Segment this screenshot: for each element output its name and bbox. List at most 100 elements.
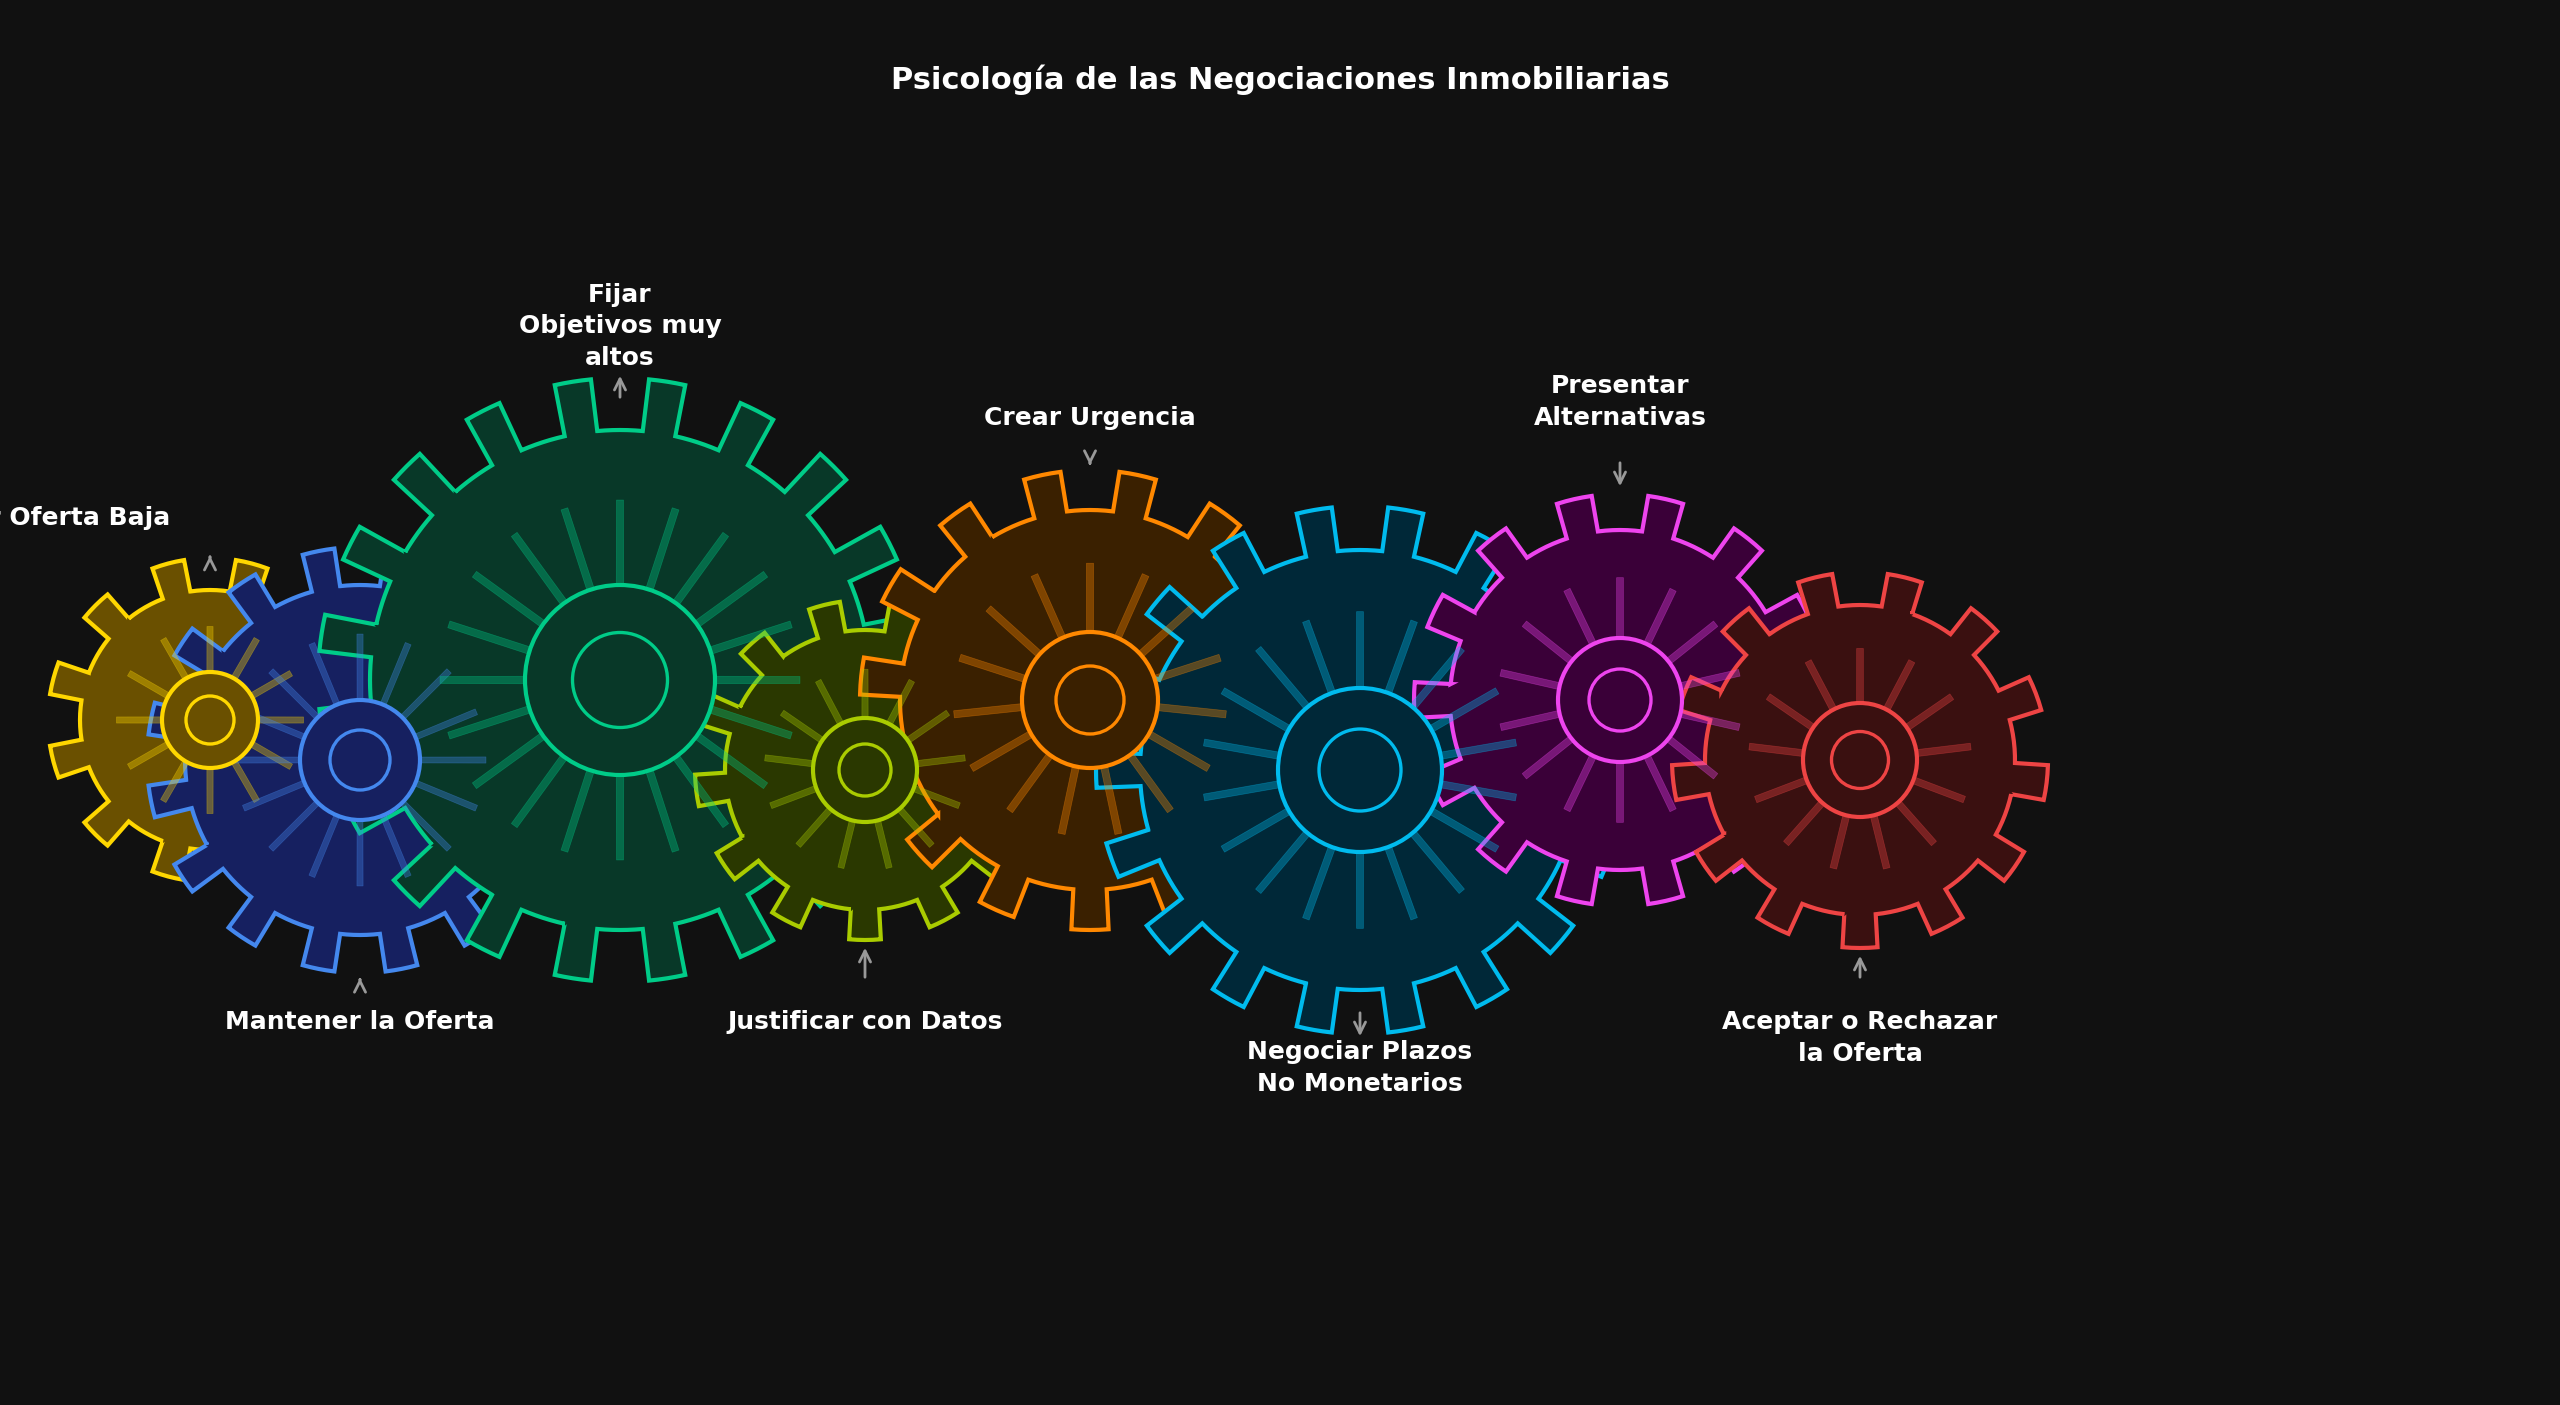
Polygon shape [1667, 736, 1718, 778]
Circle shape [525, 584, 714, 776]
Polygon shape [863, 669, 868, 718]
Polygon shape [251, 742, 292, 770]
Circle shape [1277, 688, 1441, 851]
Polygon shape [1500, 711, 1562, 731]
Polygon shape [1057, 766, 1080, 835]
Polygon shape [474, 572, 545, 627]
Polygon shape [1905, 694, 1953, 731]
Polygon shape [207, 627, 212, 672]
Circle shape [1590, 669, 1651, 731]
Polygon shape [1157, 704, 1226, 718]
Circle shape [1559, 638, 1682, 762]
Polygon shape [1871, 815, 1889, 870]
Polygon shape [1754, 777, 1807, 802]
Polygon shape [115, 717, 161, 724]
Polygon shape [161, 638, 189, 680]
Polygon shape [886, 680, 914, 725]
Polygon shape [916, 754, 965, 767]
Text: Negociar Plazos
No Monetarios: Negociar Plazos No Monetarios [1247, 1040, 1472, 1096]
Polygon shape [1615, 577, 1623, 638]
Polygon shape [310, 815, 340, 878]
Circle shape [573, 632, 668, 728]
Circle shape [1830, 732, 1889, 788]
Polygon shape [1428, 688, 1498, 732]
Polygon shape [1032, 573, 1065, 639]
Polygon shape [51, 561, 369, 880]
Polygon shape [911, 785, 960, 808]
Polygon shape [420, 757, 486, 763]
Polygon shape [233, 757, 300, 763]
Text: Mantener la Oferta: Mantener la Oferta [225, 1010, 494, 1034]
Polygon shape [440, 676, 525, 684]
Polygon shape [251, 670, 292, 698]
Polygon shape [1441, 781, 1516, 801]
Polygon shape [243, 780, 305, 811]
Polygon shape [230, 760, 259, 802]
Polygon shape [796, 806, 832, 847]
Polygon shape [1644, 589, 1677, 646]
Polygon shape [860, 472, 1321, 930]
Polygon shape [771, 785, 817, 808]
Polygon shape [128, 742, 169, 770]
Polygon shape [1915, 743, 1971, 756]
Polygon shape [694, 733, 768, 788]
Polygon shape [1615, 762, 1623, 822]
Polygon shape [1221, 688, 1290, 732]
Circle shape [187, 695, 233, 745]
Circle shape [840, 745, 891, 797]
Text: Recibir Oferta Baja: Recibir Oferta Baja [0, 506, 169, 530]
Polygon shape [128, 670, 169, 698]
Polygon shape [381, 642, 412, 705]
Polygon shape [381, 815, 412, 878]
Polygon shape [955, 704, 1024, 718]
Polygon shape [1523, 736, 1574, 778]
Polygon shape [970, 731, 1034, 771]
Polygon shape [876, 819, 891, 868]
Polygon shape [1441, 739, 1516, 759]
Polygon shape [1784, 801, 1825, 846]
Polygon shape [310, 642, 340, 705]
Polygon shape [415, 780, 479, 811]
Polygon shape [617, 776, 625, 860]
Polygon shape [399, 801, 451, 851]
Polygon shape [1679, 711, 1741, 731]
Polygon shape [1912, 777, 1966, 802]
Polygon shape [1203, 781, 1280, 801]
Text: Aceptar o Rechazar
la Oferta: Aceptar o Rechazar la Oferta [1723, 1010, 1997, 1065]
Polygon shape [1644, 754, 1677, 812]
Polygon shape [1085, 563, 1093, 632]
Polygon shape [696, 601, 1034, 940]
Text: Presentar
Alternativas: Presentar Alternativas [1533, 374, 1708, 430]
Polygon shape [1357, 851, 1364, 929]
Polygon shape [765, 754, 814, 767]
Polygon shape [645, 507, 678, 592]
Polygon shape [817, 680, 845, 725]
Polygon shape [320, 379, 922, 981]
Polygon shape [906, 711, 950, 743]
Polygon shape [1254, 646, 1311, 710]
Polygon shape [1155, 655, 1221, 683]
Polygon shape [673, 532, 730, 606]
Text: Fijar
Objetivos muy
altos: Fijar Objetivos muy altos [520, 282, 722, 370]
Polygon shape [1006, 753, 1052, 812]
Polygon shape [1672, 575, 2048, 948]
Polygon shape [1413, 496, 1825, 903]
Polygon shape [356, 821, 364, 887]
Polygon shape [694, 572, 768, 627]
Polygon shape [1766, 694, 1815, 731]
Text: Crear Urgencia: Crear Urgencia [983, 406, 1196, 430]
Polygon shape [1411, 646, 1464, 710]
Polygon shape [1203, 739, 1280, 759]
Text: Psicología de las Negociaciones Inmobiliarias: Psicología de las Negociaciones Inmobili… [891, 65, 1669, 96]
Polygon shape [1564, 589, 1597, 646]
Polygon shape [896, 806, 934, 847]
Circle shape [300, 700, 420, 821]
Polygon shape [356, 634, 364, 700]
Polygon shape [1126, 753, 1172, 812]
Polygon shape [474, 733, 545, 788]
Polygon shape [781, 711, 824, 743]
Polygon shape [1830, 815, 1851, 870]
Circle shape [1318, 729, 1400, 811]
Text: Justificar con Datos: Justificar con Datos [727, 1010, 1004, 1034]
Polygon shape [1500, 669, 1562, 690]
